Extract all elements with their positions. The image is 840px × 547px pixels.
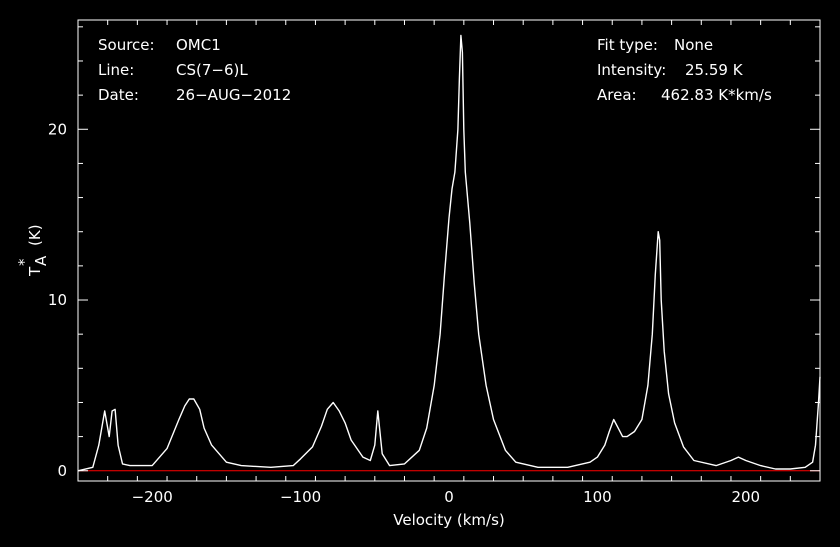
y-axis-label-sub: A	[32, 255, 50, 266]
y-axis-label-main: T	[26, 266, 44, 277]
tick-layer: −200 −100 0 100 200 0 10 20	[48, 20, 821, 506]
info-date-key: Date:	[98, 86, 139, 104]
info-intensity-key: Intensity:	[597, 61, 666, 79]
info-area-value: 462.83 K*km/s	[661, 86, 772, 104]
plot-layer	[77, 34, 821, 472]
x-tick-label: −200	[132, 488, 173, 506]
x-tick-label: −100	[280, 488, 321, 506]
x-tick-label: 100	[583, 488, 612, 506]
x-tick-label: 200	[731, 488, 760, 506]
info-line-key: Line:	[98, 61, 134, 79]
y-tick-label: 20	[48, 120, 67, 138]
x-axis-label: Velocity (km/s)	[393, 511, 504, 529]
y-tick-label: 10	[48, 291, 67, 309]
info-source-value: OMC1	[176, 36, 221, 54]
x-tick-label: 0	[444, 488, 454, 506]
info-source-key: Source:	[98, 36, 155, 54]
info-area-key: Area:	[597, 86, 637, 104]
y-axis-label-unit: (K)	[26, 224, 44, 246]
info-fit-type-key: Fit type:	[597, 36, 658, 54]
plot-frame	[77, 19, 821, 482]
info-fit-type-value: None	[674, 36, 713, 54]
info-intensity-value: 25.59 K	[685, 61, 744, 79]
y-axis-label: T * A (K)	[15, 224, 50, 277]
spectrum-line	[77, 34, 821, 472]
y-axis-label-sup: *	[15, 258, 33, 266]
y-tick-label: 0	[57, 462, 67, 480]
info-line-value: CS(7−6)L	[176, 61, 248, 79]
info-date-value: 26−AUG−2012	[176, 86, 291, 104]
